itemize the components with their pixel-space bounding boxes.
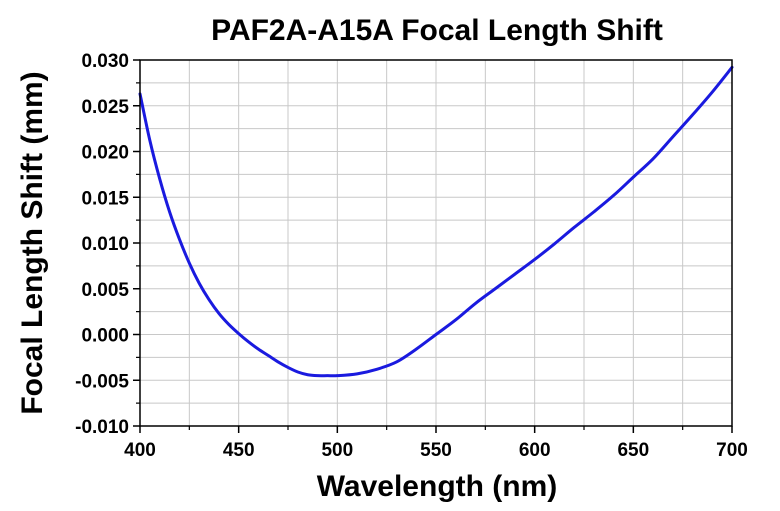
- x-tick-label: 400: [124, 440, 156, 461]
- y-tick-label: 0.005: [81, 280, 129, 301]
- axis-ticks: [133, 59, 733, 433]
- x-tick-label: 500: [321, 440, 353, 461]
- series-line: [138, 65, 734, 378]
- x-tick-label: 600: [519, 440, 551, 461]
- y-tick-label: 0.020: [81, 143, 129, 164]
- y-tick-label: 0.000: [81, 326, 129, 347]
- plot-frame: [139, 59, 733, 427]
- x-tick-label: 650: [617, 440, 649, 461]
- x-tick-label: 450: [223, 440, 255, 461]
- x-tick-label: 700: [716, 440, 748, 461]
- y-tick-label: -0.010: [75, 417, 129, 438]
- y-tick-label: -0.005: [75, 371, 129, 392]
- y-tick-label: 0.025: [81, 97, 129, 118]
- y-tick-label: 0.030: [81, 51, 129, 72]
- grid: [139, 59, 733, 427]
- chart-title: PAF2A-A15A Focal Length Shift: [211, 14, 663, 47]
- y-tick-label: 0.015: [81, 188, 129, 209]
- x-axis-label: Wavelength (nm): [317, 470, 558, 503]
- y-axis-label: Focal Length Shift (mm): [16, 71, 49, 414]
- x-tick-label: 550: [420, 440, 452, 461]
- y-tick-label: 0.010: [81, 234, 129, 255]
- tick-labels: 400 450 500 550 600 650 700 -0.010 -0.005 0.000 0.…: [75, 51, 748, 461]
- series-layer: [138, 65, 734, 378]
